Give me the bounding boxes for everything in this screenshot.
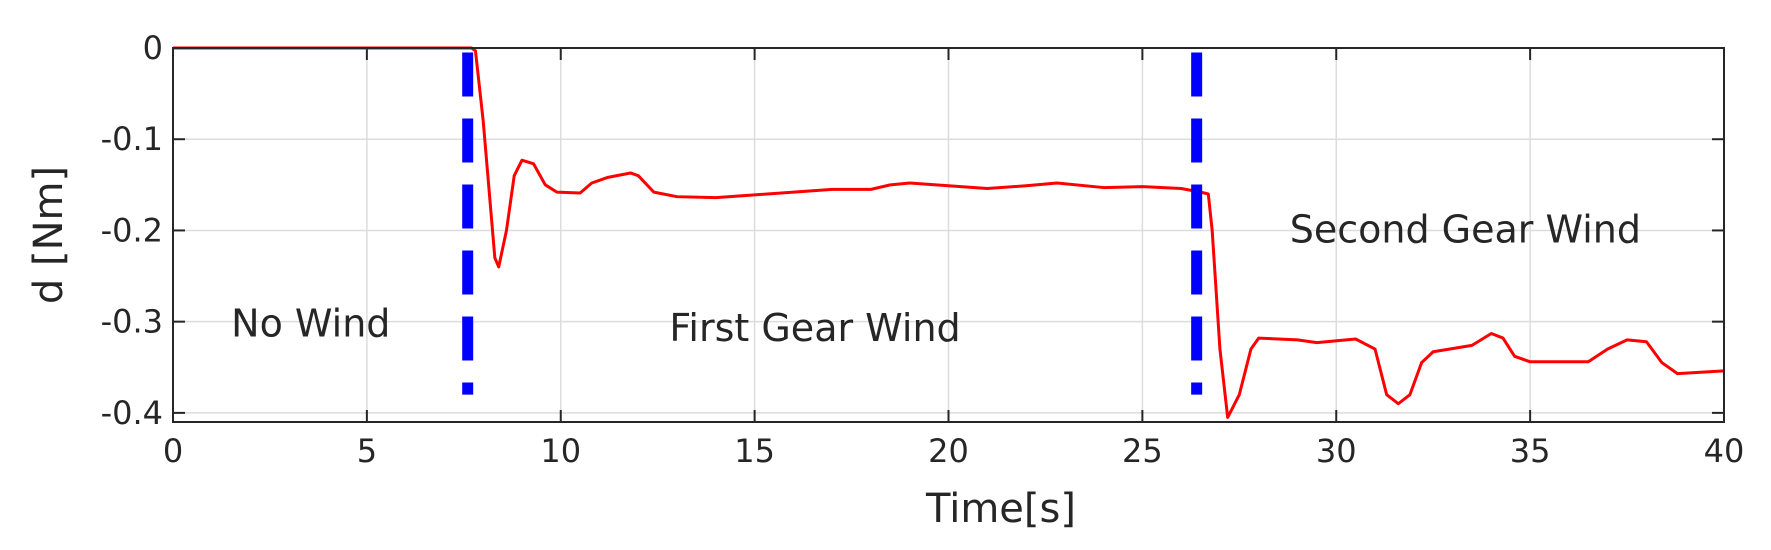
data-line xyxy=(173,46,1725,419)
x-tick-label: 40 xyxy=(1704,432,1745,470)
y-tick-label: -0.1 xyxy=(101,120,163,158)
x-tick-label: 15 xyxy=(734,432,775,470)
y-tick-label: -0.3 xyxy=(101,303,163,341)
annotation: Second Gear Wind xyxy=(1290,207,1641,251)
x-tick-label: 35 xyxy=(1510,432,1551,470)
x-tick-label: 30 xyxy=(1316,432,1357,470)
y-axis-label: d [Nm] xyxy=(26,166,72,304)
x-tick-label: 0 xyxy=(163,432,183,470)
x-axis-label: Time[s] xyxy=(925,486,1076,532)
plot-frame xyxy=(172,47,1725,423)
y-tick-label: -0.4 xyxy=(101,394,163,432)
x-tick-label: 10 xyxy=(540,432,581,470)
x-tick-label: 20 xyxy=(928,432,969,470)
y-tick-label: -0.2 xyxy=(101,211,163,249)
annotation: No Wind xyxy=(231,301,390,345)
x-tick-label: 5 xyxy=(357,432,377,470)
x-tick-label: 25 xyxy=(1122,432,1163,470)
annotation: First Gear Wind xyxy=(669,306,960,350)
y-tick-label: 0 xyxy=(143,29,163,67)
